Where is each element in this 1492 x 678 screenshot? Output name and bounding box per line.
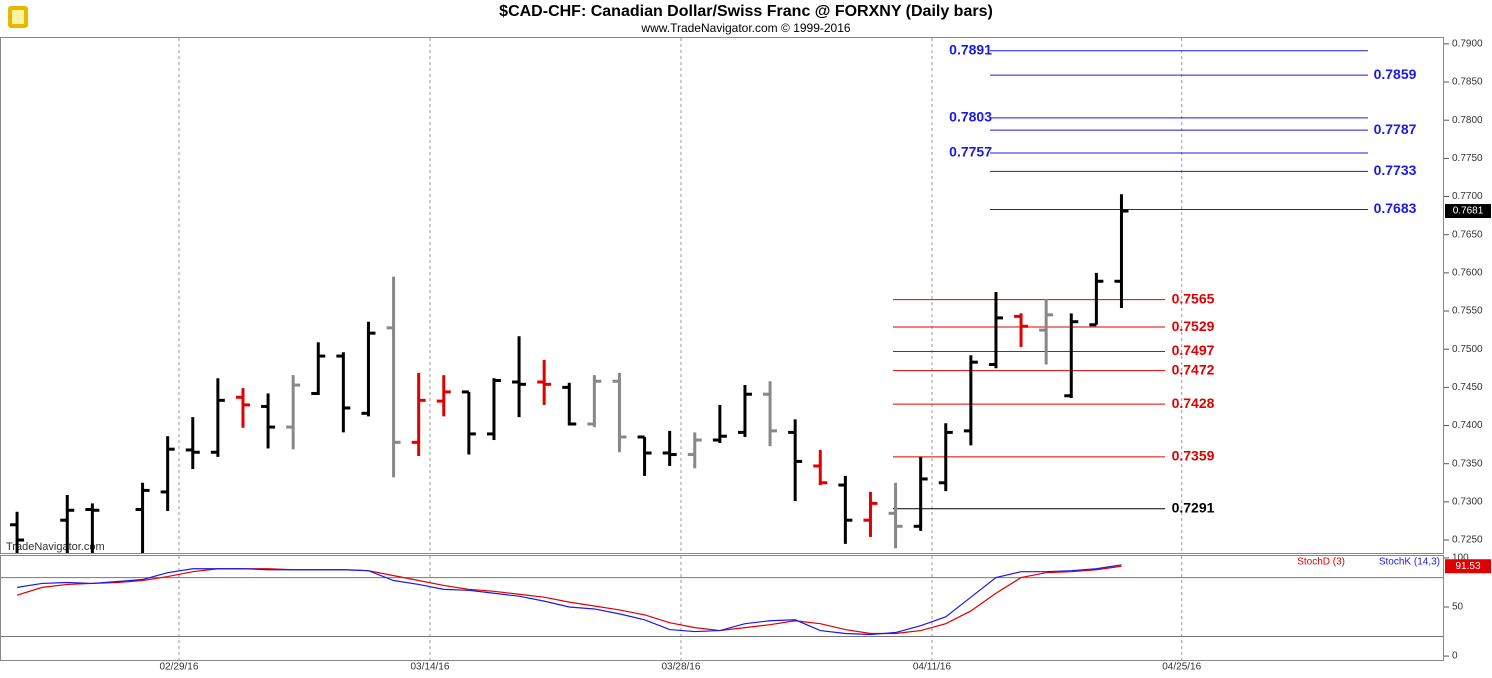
stoch-value-label: 91.53 bbox=[1455, 561, 1480, 572]
x-tick-label: 03/14/16 bbox=[410, 662, 449, 673]
x-tick-label: 03/28/16 bbox=[661, 662, 700, 673]
level-label: 0.7497 bbox=[1172, 342, 1215, 358]
stoch-line bbox=[16, 565, 1122, 635]
y-tick-label: 50 bbox=[1452, 602, 1464, 613]
y-tick-label: 0.7750 bbox=[1452, 153, 1483, 164]
y-tick-label: 0.7900 bbox=[1452, 39, 1483, 50]
stoch-panel bbox=[0, 555, 1444, 661]
level-label: 0.7291 bbox=[1172, 499, 1215, 515]
y-tick-label: 0.7500 bbox=[1452, 344, 1483, 355]
x-tick-label: 02/29/16 bbox=[159, 662, 198, 673]
x-tick-label: 04/25/16 bbox=[1162, 662, 1201, 673]
subtitle: www.TradeNavigator.com © 1999-2016 bbox=[640, 21, 850, 35]
level-label: 0.7359 bbox=[1172, 448, 1215, 464]
last-price-box bbox=[1445, 204, 1491, 219]
y-tick-label: 0.7600 bbox=[1452, 268, 1483, 279]
y-tick-label: 0.7800 bbox=[1452, 115, 1483, 126]
y-tick-label: 0.7250 bbox=[1452, 535, 1483, 546]
stoch-line bbox=[16, 564, 1122, 636]
level-label: 0.7529 bbox=[1172, 318, 1215, 334]
y-tick-label: 0.7550 bbox=[1452, 306, 1483, 317]
y-tick-label: 0.7450 bbox=[1452, 382, 1483, 393]
logo bbox=[8, 6, 28, 28]
level-label: 0.7428 bbox=[1172, 395, 1215, 411]
watermark: TradeNavigator.com bbox=[6, 541, 105, 553]
level-label: 0.7787 bbox=[1374, 121, 1417, 137]
legend-entry: StochD (3) bbox=[1297, 557, 1345, 568]
level-label: 0.7472 bbox=[1172, 361, 1215, 377]
stoch-value-box bbox=[1445, 559, 1491, 574]
level-label: 0.7565 bbox=[1172, 290, 1215, 306]
y-tick-label: 0.7300 bbox=[1452, 496, 1483, 507]
y-tick-label: 0.7700 bbox=[1452, 191, 1483, 202]
level-label: 0.7859 bbox=[1374, 66, 1417, 82]
x-tick-label: 04/11/16 bbox=[913, 662, 952, 673]
level-label: 0.7733 bbox=[1374, 162, 1417, 178]
chart-title: $CAD-CHF: Canadian Dollar/Swiss Franc @ … bbox=[499, 3, 993, 20]
last-price-label: 0.7681 bbox=[1453, 206, 1484, 217]
y-tick-label: 0.7650 bbox=[1452, 229, 1483, 240]
y-tick-label: 0.7350 bbox=[1452, 458, 1483, 469]
level-label: 0.7757 bbox=[949, 144, 992, 160]
price-panel bbox=[0, 37, 1444, 554]
level-label: 0.7683 bbox=[1374, 200, 1417, 216]
y-tick-label: 0 bbox=[1452, 651, 1458, 662]
level-label: 0.7891 bbox=[949, 41, 992, 57]
legend-entry: StochK (14,3) bbox=[1379, 557, 1440, 568]
y-tick-label: 0.7400 bbox=[1452, 420, 1483, 431]
y-tick-label: 100 bbox=[1452, 553, 1469, 564]
level-label: 0.7803 bbox=[949, 109, 992, 125]
y-tick-label: 0.7850 bbox=[1452, 77, 1483, 88]
